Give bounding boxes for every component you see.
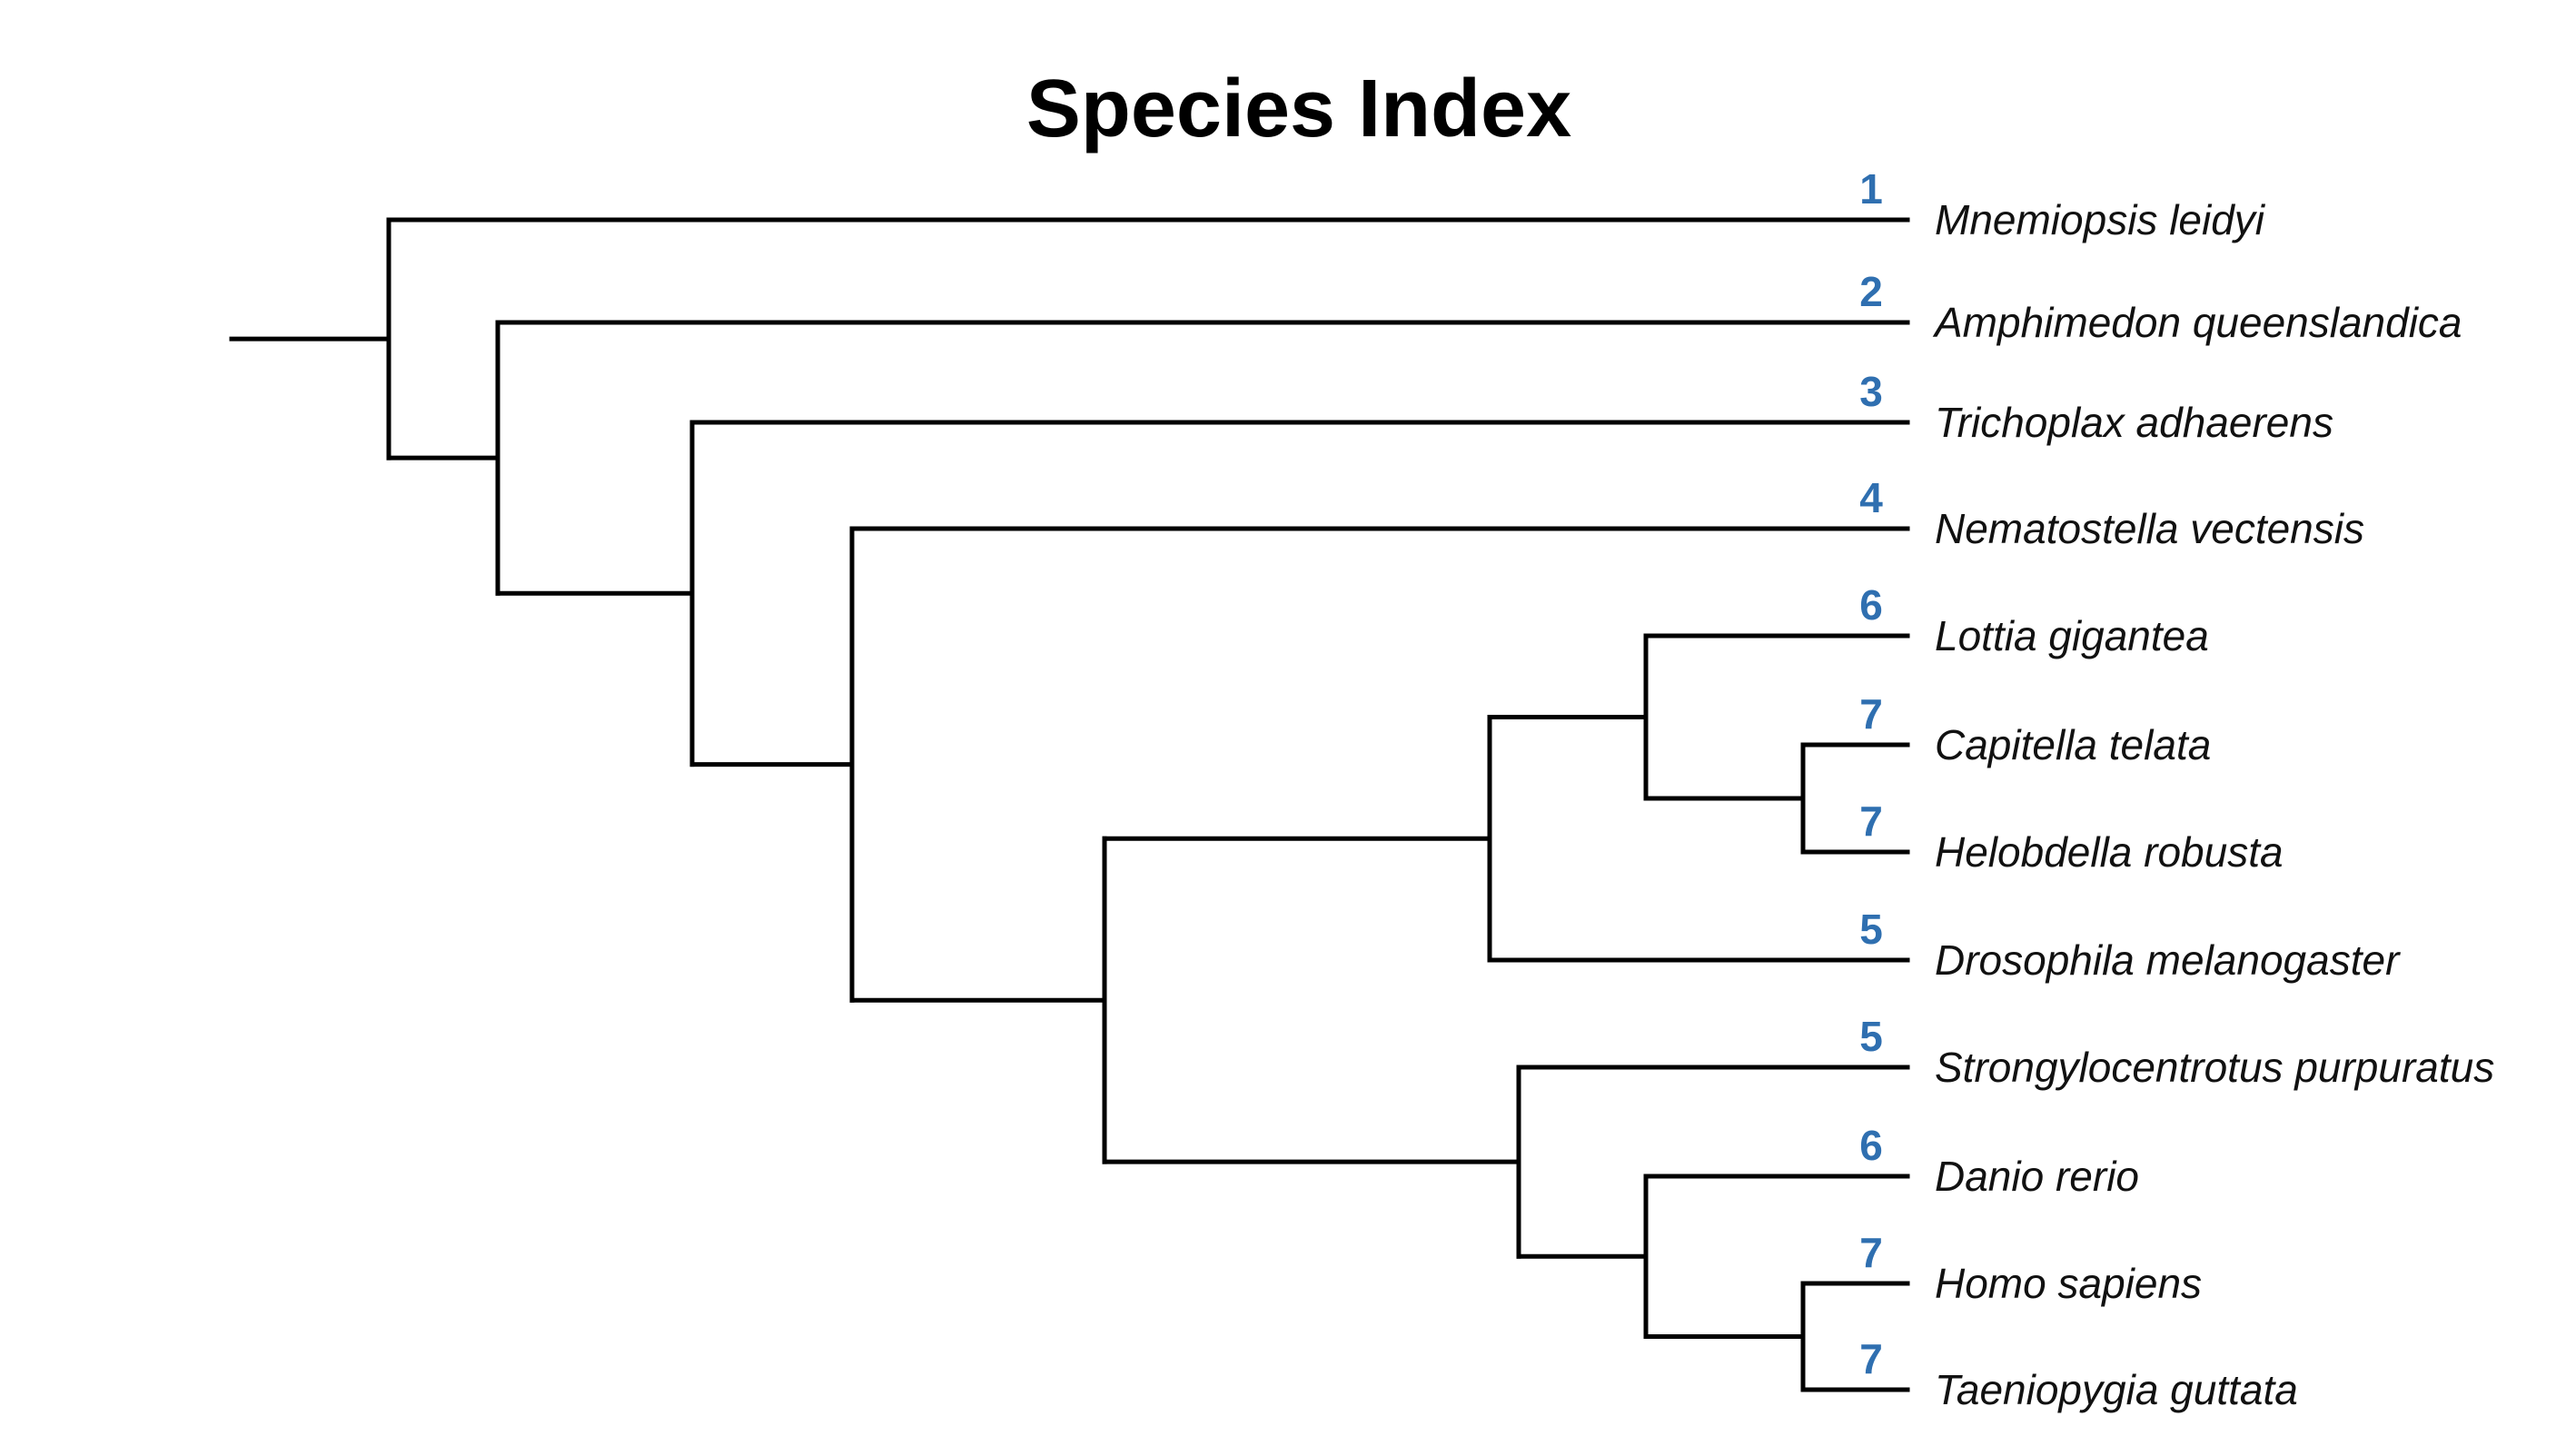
species-index-label: 6 xyxy=(1859,581,1883,629)
tip-labels: 1 Mnemiopsis leidyi 2 Amphimedon queensland… xyxy=(1859,165,2494,1413)
species-index-label: 7 xyxy=(1859,690,1883,738)
species-index-label: 2 xyxy=(1859,268,1883,315)
species-index-label: 1 xyxy=(1859,165,1883,213)
species-name-label: Nematostella vectensis xyxy=(1935,505,2364,552)
species-index-label: 5 xyxy=(1859,1013,1883,1060)
species-name-label: Capitella telata xyxy=(1935,721,2211,768)
species-index-label: 7 xyxy=(1859,797,1883,845)
species-index-label: 4 xyxy=(1859,474,1883,521)
species-name-label: Danio rerio xyxy=(1935,1153,2139,1200)
species-name-label: Mnemiopsis leidyi xyxy=(1935,196,2266,243)
tree-branches xyxy=(229,217,1910,1392)
species-name-label: Trichoplax adhaerens xyxy=(1935,399,2333,446)
species-name-label: Taeniopygia guttata xyxy=(1935,1366,2298,1413)
species-index-label: 3 xyxy=(1859,368,1883,415)
diagram-title: Species Index xyxy=(1026,64,1571,154)
species-index-label: 7 xyxy=(1859,1229,1883,1276)
species-index-label: 7 xyxy=(1859,1335,1883,1382)
species-name-label: Helobdella robusta xyxy=(1935,828,2284,876)
species-name-label: Drosophila melanogaster xyxy=(1935,936,2401,984)
species-index-label: 5 xyxy=(1859,906,1883,953)
species-name-label: Strongylocentrotus purpuratus xyxy=(1935,1044,2494,1091)
species-name-label: Homo sapiens xyxy=(1935,1260,2202,1307)
species-index-label: 6 xyxy=(1859,1122,1883,1169)
species-name-label: Lottia gigantea xyxy=(1935,612,2209,659)
species-name-label: Amphimedon queenslandica xyxy=(1932,299,2462,346)
